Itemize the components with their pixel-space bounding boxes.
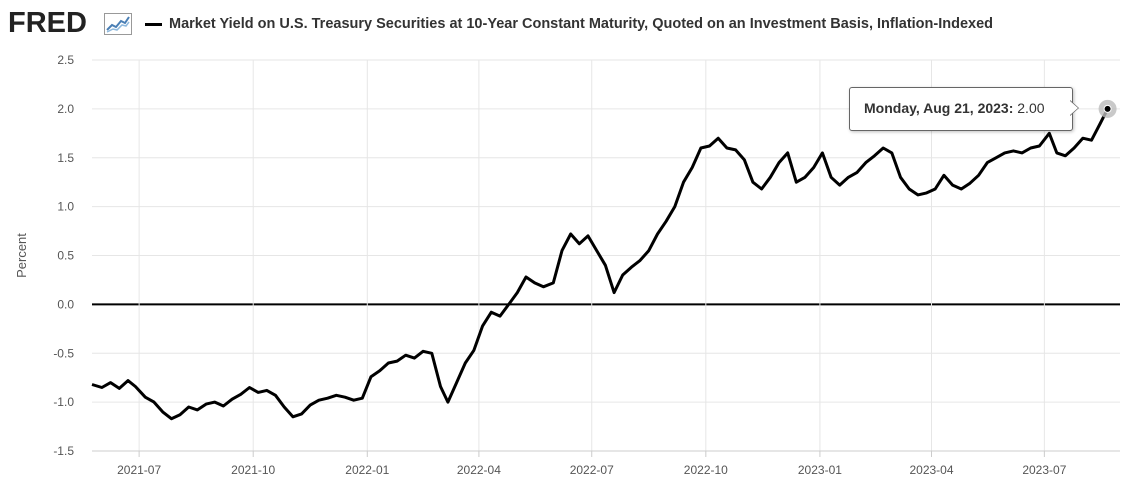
chart-header: FRED Market Yield on U.S. Treasury Secur… [8, 7, 1128, 41]
x-tick-label: 2022-04 [457, 463, 501, 477]
y-tick-label: 1.0 [57, 200, 74, 214]
y-tick-label: -1.5 [53, 444, 74, 458]
x-tick-label: 2023-04 [909, 463, 953, 477]
y-axis-label: Percent [14, 233, 29, 278]
x-tick-label: 2021-10 [231, 463, 275, 477]
y-tick-label: 0.0 [57, 297, 74, 311]
tooltip-value: 2.00 [1017, 100, 1045, 116]
y-tick-label: 1.5 [57, 151, 74, 165]
chart-title: Market Yield on U.S. Treasury Securities… [169, 16, 994, 32]
fred-logo[interactable]: FRED [8, 7, 87, 39]
tooltip-date: Monday, Aug 21, 2023: [864, 100, 1014, 116]
y-tick-label: 2.5 [57, 53, 74, 67]
y-tick-label: -1.0 [53, 395, 74, 409]
line-chart-icon [104, 13, 132, 35]
hover-tooltip: Monday, Aug 21, 2023: 2.00 [849, 87, 1073, 131]
x-tick-label: 2023-07 [1022, 463, 1066, 477]
y-axis-ticks: -1.5 -1.0 -0.5 0.0 0.5 1.0 1.5 2.0 2.5 [53, 53, 74, 458]
series-line[interactable] [91, 108, 1109, 421]
x-tick-label: 2023-01 [798, 463, 842, 477]
series-legend-swatch [145, 23, 162, 26]
x-tick-label: 2022-10 [684, 463, 728, 477]
x-axis-ticks: 2021-07 2021-10 2022-01 2022-04 2022-07 2022-… [92, 450, 1120, 477]
x-tick-label: 2022-01 [345, 463, 389, 477]
y-tick-label: 2.0 [57, 102, 74, 116]
y-tick-label: 0.5 [57, 249, 74, 263]
tooltip-pointer-fill [1070, 101, 1078, 115]
y-tick-label: -0.5 [53, 346, 74, 360]
series-group [91, 99, 1117, 421]
hover-point[interactable] [1103, 104, 1112, 113]
x-tick-label: 2022-07 [570, 463, 614, 477]
x-tick-label: 2021-07 [117, 463, 161, 477]
